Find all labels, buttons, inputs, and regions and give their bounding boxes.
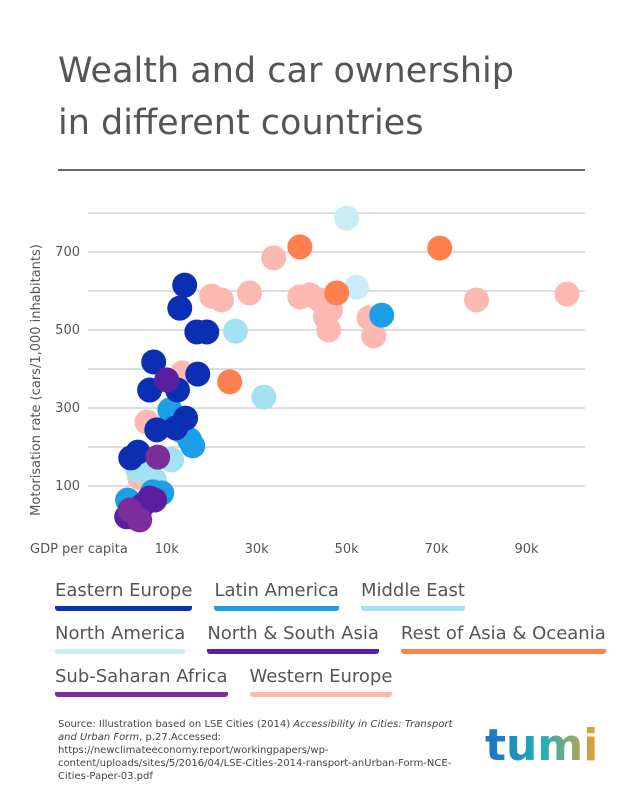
x-tick-label: 90k xyxy=(514,542,539,557)
point xyxy=(344,274,370,300)
point xyxy=(554,281,580,307)
chart-title: Wealth and car ownership xyxy=(58,51,514,91)
point xyxy=(261,245,287,271)
legend-entry: Sub-Saharan Africa xyxy=(55,664,228,697)
point xyxy=(361,323,387,349)
y-tick-label: 100 xyxy=(55,479,80,494)
legend-entry: Eastern Europe xyxy=(55,578,193,611)
point xyxy=(324,280,350,306)
point xyxy=(172,272,198,298)
point xyxy=(144,417,170,443)
legend-entry: Rest of Asia & Oceania xyxy=(400,621,606,654)
point xyxy=(464,287,490,313)
legend-entry: Middle East xyxy=(360,578,465,611)
source-url: , p.27.Accessed: https://newclimateecono… xyxy=(58,732,452,782)
point xyxy=(217,369,243,395)
x-tick-label: 30k xyxy=(245,542,270,557)
point xyxy=(180,433,206,459)
point xyxy=(167,295,193,321)
legend-entry: Latin America xyxy=(214,578,339,611)
point xyxy=(251,384,277,410)
legend-entry: North America xyxy=(55,621,186,654)
point xyxy=(209,287,235,313)
point xyxy=(194,319,220,345)
logo: tumi xyxy=(485,720,598,771)
point xyxy=(223,318,249,344)
point xyxy=(127,507,153,533)
point xyxy=(185,361,211,387)
point xyxy=(334,205,360,231)
x-axis-title: GDP per capita xyxy=(30,542,128,557)
point xyxy=(154,367,180,393)
source-title: Accessibility in Cities: Transport and U… xyxy=(58,719,453,743)
y-tick-label: 300 xyxy=(55,401,80,416)
point xyxy=(312,304,338,330)
point xyxy=(236,280,262,306)
source-text: Source: Illustration based on LSE Cities… xyxy=(58,719,294,730)
y-tick-label: 500 xyxy=(55,323,80,338)
legend: Eastern Europe Latin America Middle East No… xyxy=(55,578,615,697)
point xyxy=(118,445,144,471)
point xyxy=(141,349,167,375)
point xyxy=(369,302,395,328)
point xyxy=(163,415,189,441)
point xyxy=(287,234,313,260)
point xyxy=(427,235,453,261)
legend-entry: Western Europe xyxy=(249,664,393,697)
y-axis-title: Motorisation rate (cars/1,000 inhabitant… xyxy=(29,244,44,516)
y-tick-label: 700 xyxy=(55,245,80,260)
source: Source: Illustration based on LSE Cities… xyxy=(58,718,458,783)
x-tick-label: 10k xyxy=(155,542,180,557)
x-tick-label: 50k xyxy=(335,542,360,557)
point xyxy=(145,444,171,470)
chart-title: in different countries xyxy=(58,103,423,143)
x-tick-label: 70k xyxy=(425,542,450,557)
legend-entry: North & South Asia xyxy=(207,621,379,654)
